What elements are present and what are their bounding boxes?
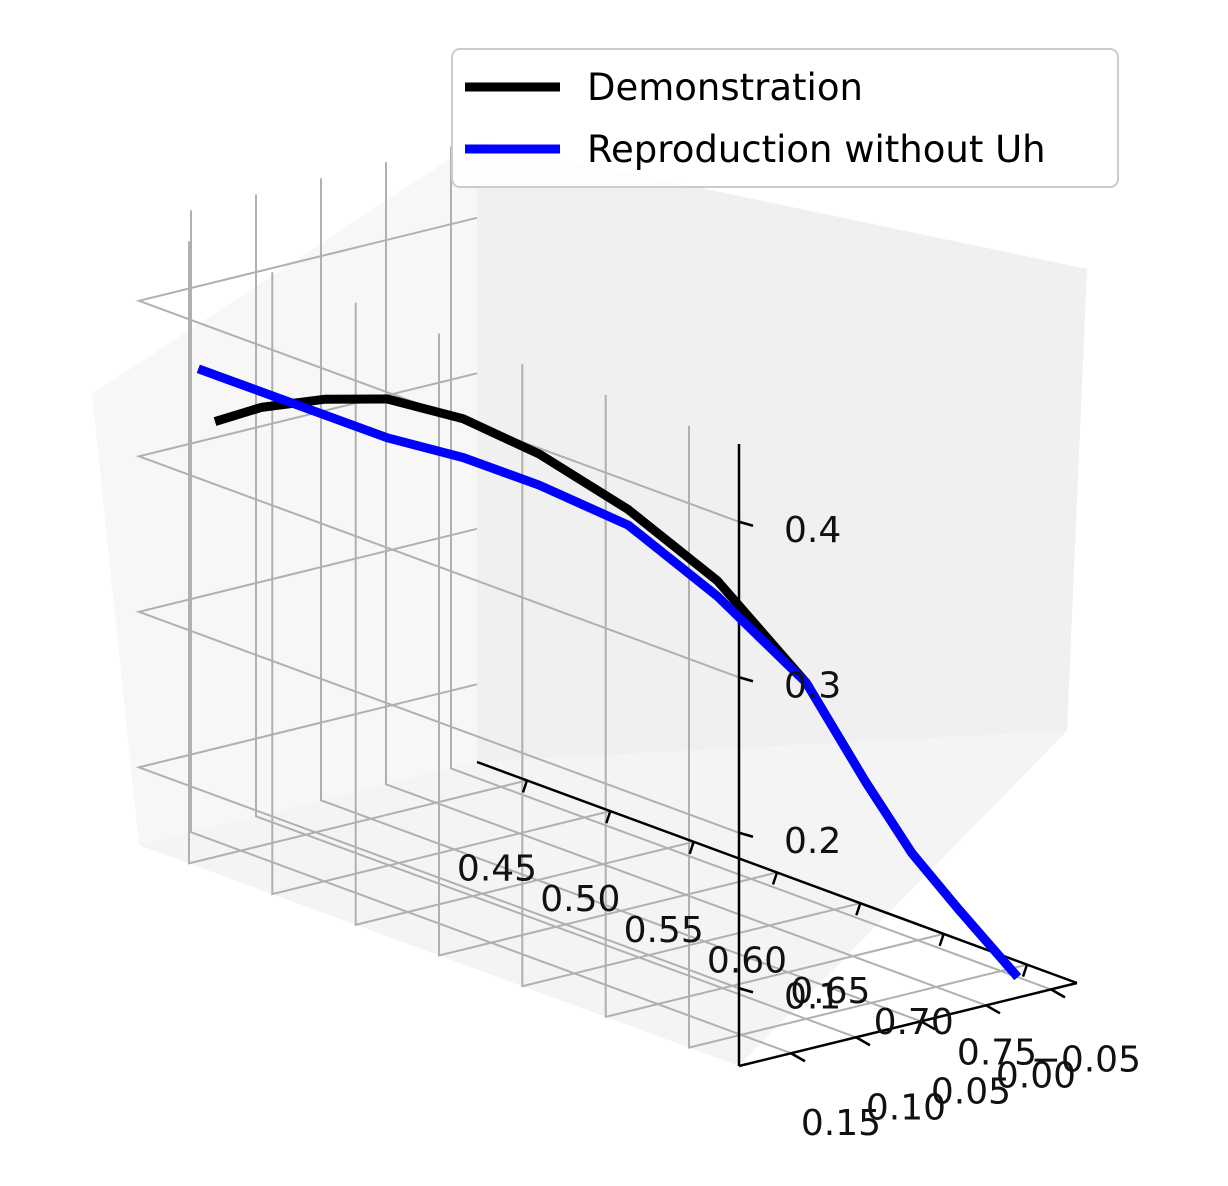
x-gridline	[604, 394, 944, 1019]
z-gridline	[135, 216, 740, 523]
y-gridline	[320, 178, 922, 1023]
x-tick-label: 0.75	[957, 1033, 1037, 1074]
x-gridline	[521, 364, 861, 988]
legend: Demonstration Reproduction without Uh	[451, 48, 1119, 188]
y-gridline	[450, 146, 1052, 991]
z-tick-label: 0.3	[784, 665, 841, 706]
z-tick-mark	[738, 831, 754, 838]
y-axis-line	[738, 981, 1078, 1068]
y-tick-mark	[1050, 988, 1066, 999]
z-tick-mark	[738, 520, 754, 527]
z-tick-label: 0.2	[784, 821, 841, 862]
y-tick-label: 0.15	[801, 1103, 881, 1144]
z-tick-mark	[738, 987, 754, 994]
x-tick-mark	[688, 841, 695, 855]
x-gridline	[188, 241, 528, 865]
axes-lines	[476, 444, 1078, 1068]
x-tick-label: 0.55	[624, 910, 704, 951]
legend-label-reproduction: Reproduction without Uh	[587, 128, 1046, 171]
y-gridline	[190, 210, 792, 1055]
x-gridline	[688, 425, 1028, 1049]
left-pane	[92, 141, 477, 845]
z-tick-label: 0.1	[784, 976, 841, 1017]
series-line-reproduction-without-uh	[196, 364, 1022, 981]
x-tick-label: 0.45	[457, 848, 537, 889]
y-tick-label: 0.00	[996, 1055, 1076, 1096]
legend-box	[451, 48, 1119, 188]
y-gridline	[255, 194, 857, 1039]
y-tick-label: −0.05	[1031, 1039, 1141, 1080]
x-tick-mark	[938, 933, 945, 947]
x-tick-mark	[605, 810, 612, 824]
z-gridline	[135, 527, 740, 834]
y-tick-mark	[790, 1052, 806, 1063]
x-gridline	[354, 302, 694, 927]
z-tick-label: 0.4	[784, 510, 841, 551]
x-tick-label: 0.70	[874, 1002, 954, 1043]
y-tick-label: 0.10	[866, 1087, 946, 1128]
y-gridline	[385, 162, 987, 1007]
x-tick-mark	[1021, 964, 1029, 977]
y-tick-mark	[855, 1036, 871, 1047]
x-gridline	[438, 333, 778, 957]
tick-labels: 0.450.500.550.600.650.700.75−0.050.000.0…	[457, 510, 1141, 1144]
legend-label-demonstration: Demonstration	[587, 66, 863, 109]
x-tick-label: 0.60	[707, 941, 787, 982]
x-tick-label: 0.50	[540, 879, 620, 920]
back-pane	[477, 141, 1087, 762]
y-tick-label: 0.05	[931, 1071, 1011, 1112]
z-tick-mark	[738, 676, 754, 683]
x-tick-mark	[855, 902, 862, 916]
z-gridline	[135, 683, 740, 990]
x-gridline	[271, 272, 611, 896]
grid-lines	[135, 146, 1052, 1055]
x-tick-label: 0.65	[790, 971, 870, 1012]
y-tick-mark	[920, 1020, 936, 1031]
x-tick-mark	[521, 780, 529, 793]
series-lines	[196, 364, 1022, 981]
floor-pane	[139, 731, 1067, 1066]
y-tick-mark	[985, 1004, 1001, 1015]
x-tick-mark	[771, 872, 779, 885]
